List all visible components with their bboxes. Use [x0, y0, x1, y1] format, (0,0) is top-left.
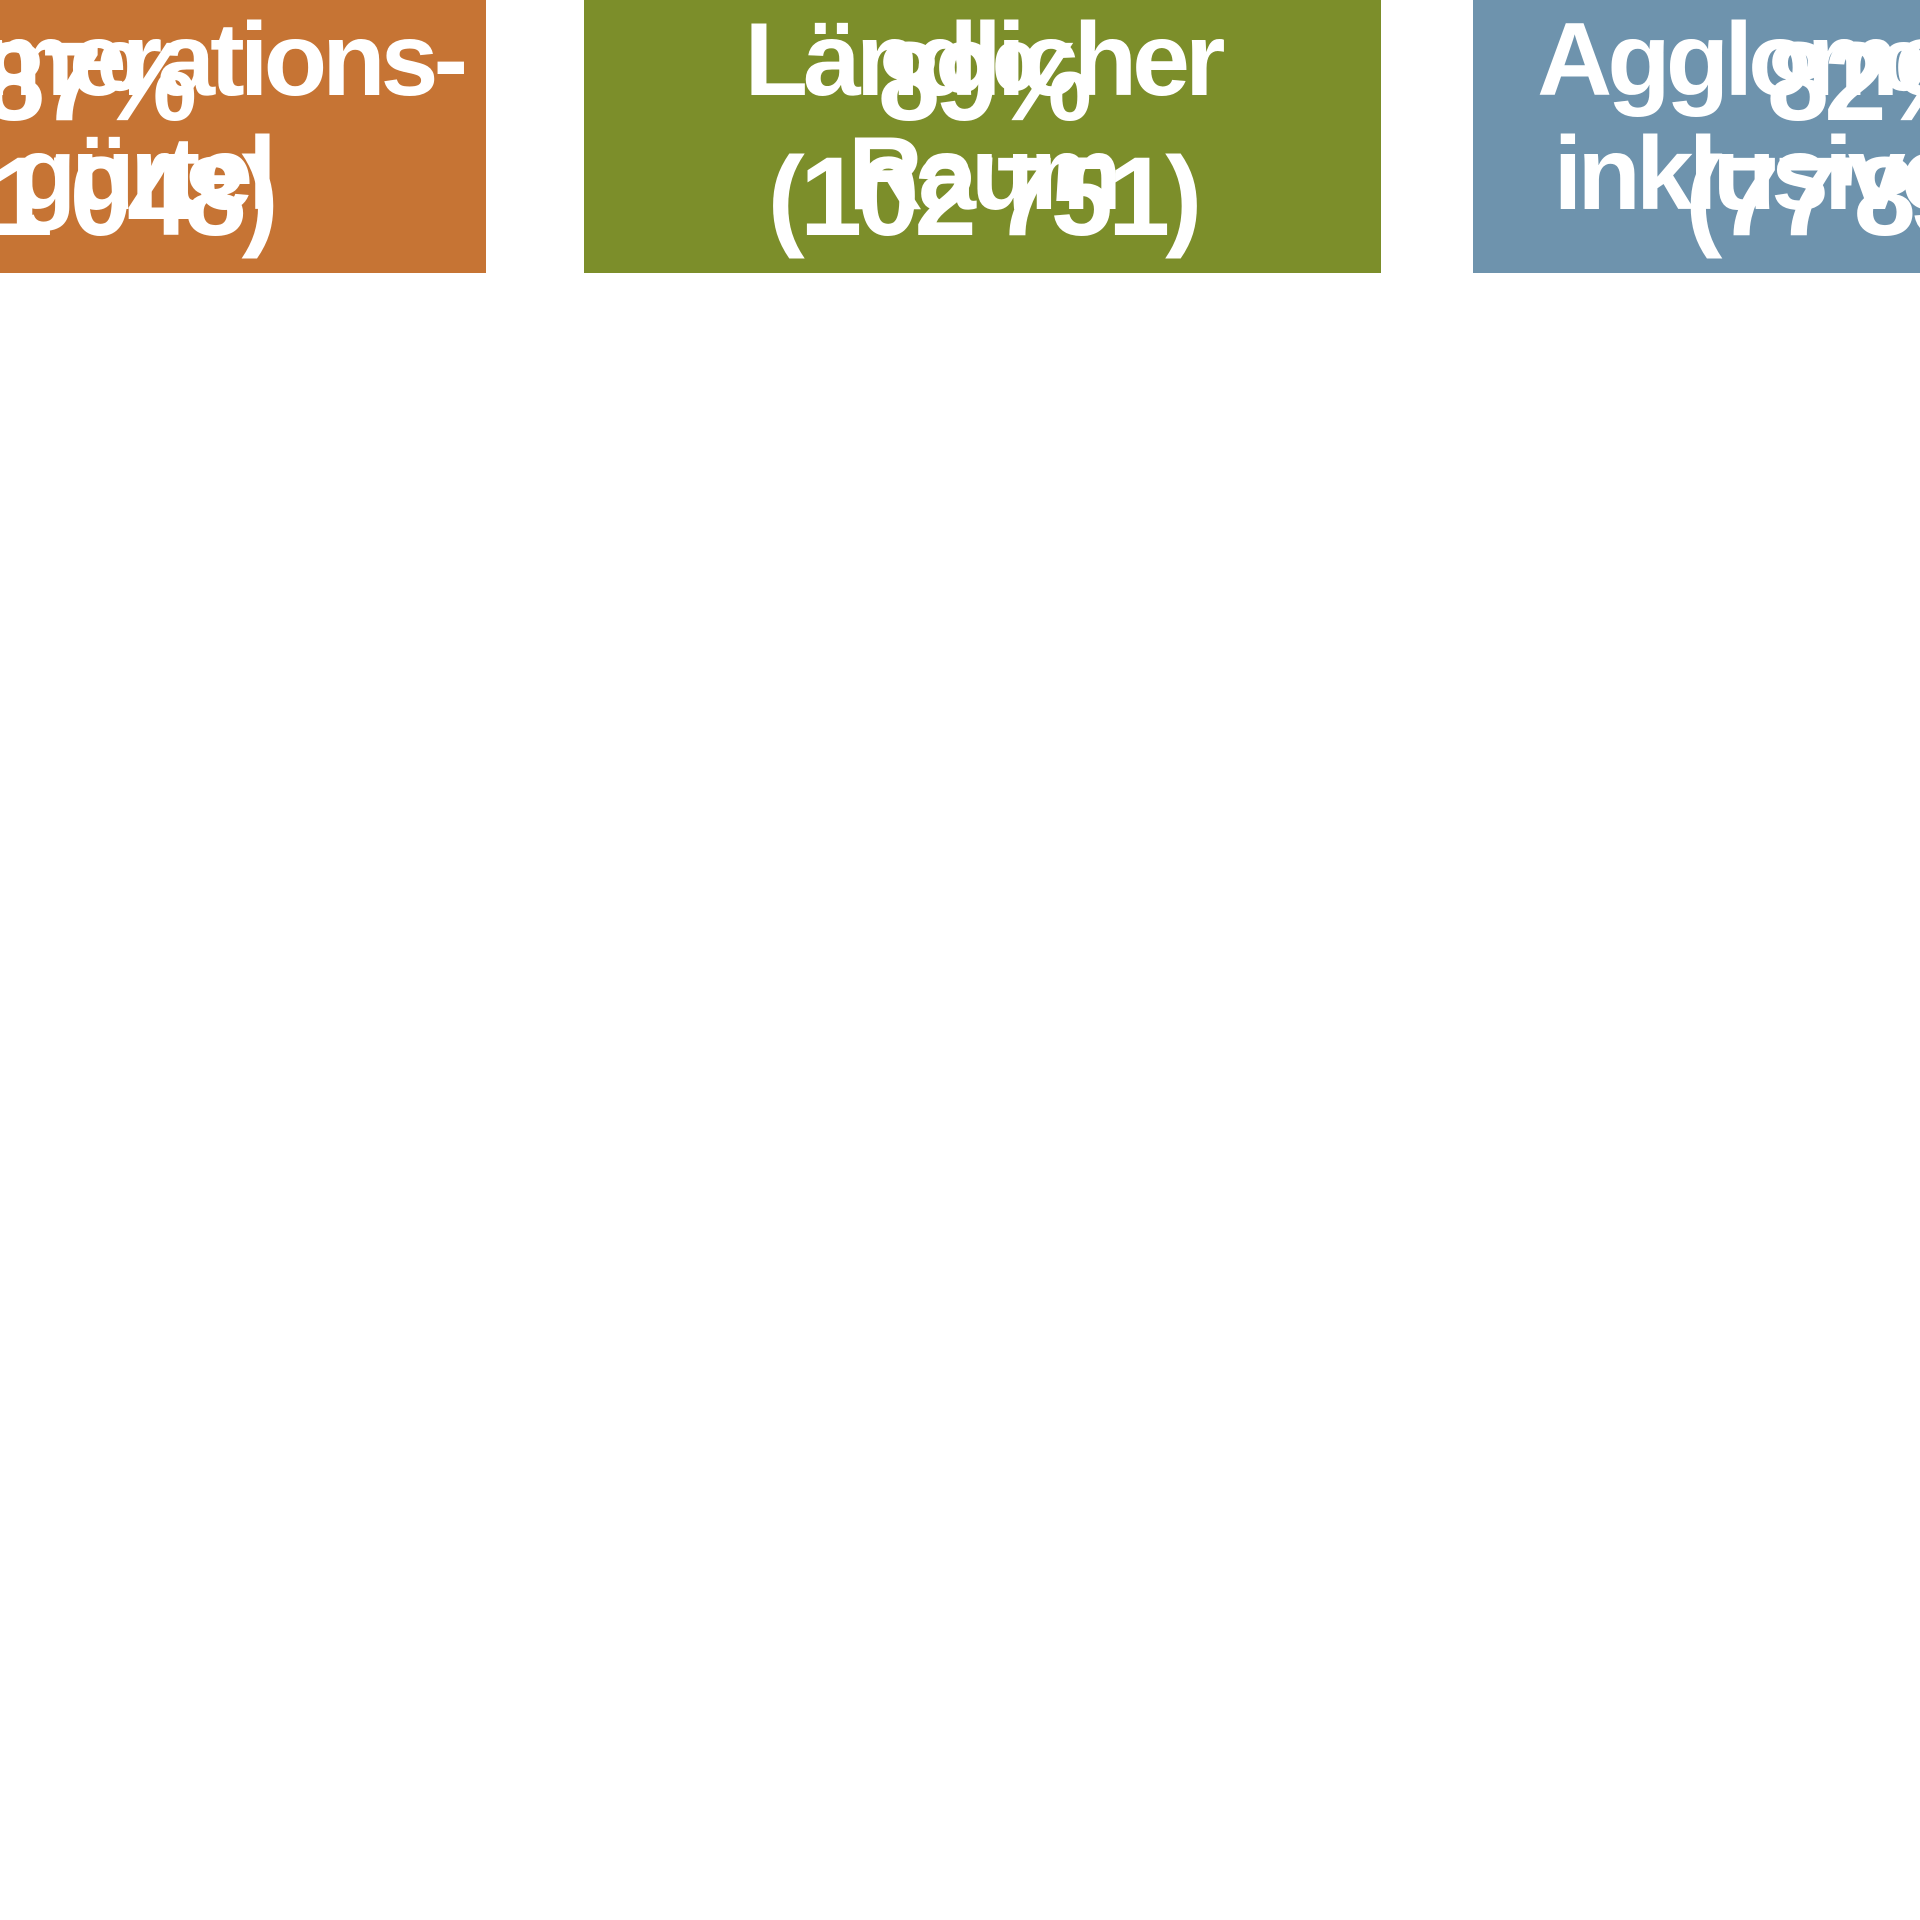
- percent-label: 82%: [1766, 19, 1920, 144]
- count-label: (91'048): [0, 134, 279, 259]
- percent-label: 13%: [0, 427, 197, 552]
- count-label: (13'465): [0, 542, 279, 667]
- percent-label: 11%: [881, 427, 1089, 552]
- header-line2: gürtel: [13, 116, 277, 232]
- count-label: (17'430): [1685, 542, 1920, 667]
- header-line2: Raum: [848, 116, 1122, 232]
- header-line1: Agglomeration: [1537, 2, 1920, 118]
- header-line1: Agglomerations-: [0, 2, 468, 118]
- percent-label: 89%: [877, 19, 1092, 144]
- column-header-agglomeration-inklusive: Agglomeration inklusive: [1473, 0, 1920, 273]
- column-header-agglomerationsguertel: Agglomerations- gürtel: [0, 0, 486, 273]
- count-label: (77'850): [1685, 134, 1920, 259]
- percent-label: 87%: [0, 19, 197, 144]
- percent-label: 18%: [1766, 427, 1920, 552]
- header-line1: Ländlicher: [744, 2, 1226, 118]
- count-label: (13'230): [796, 542, 1174, 667]
- column-header-laendlicher-raum: Ländlicher Raum: [584, 0, 1381, 273]
- count-label: (102'751): [767, 134, 1203, 259]
- header-line2: inklusive: [1553, 116, 1920, 232]
